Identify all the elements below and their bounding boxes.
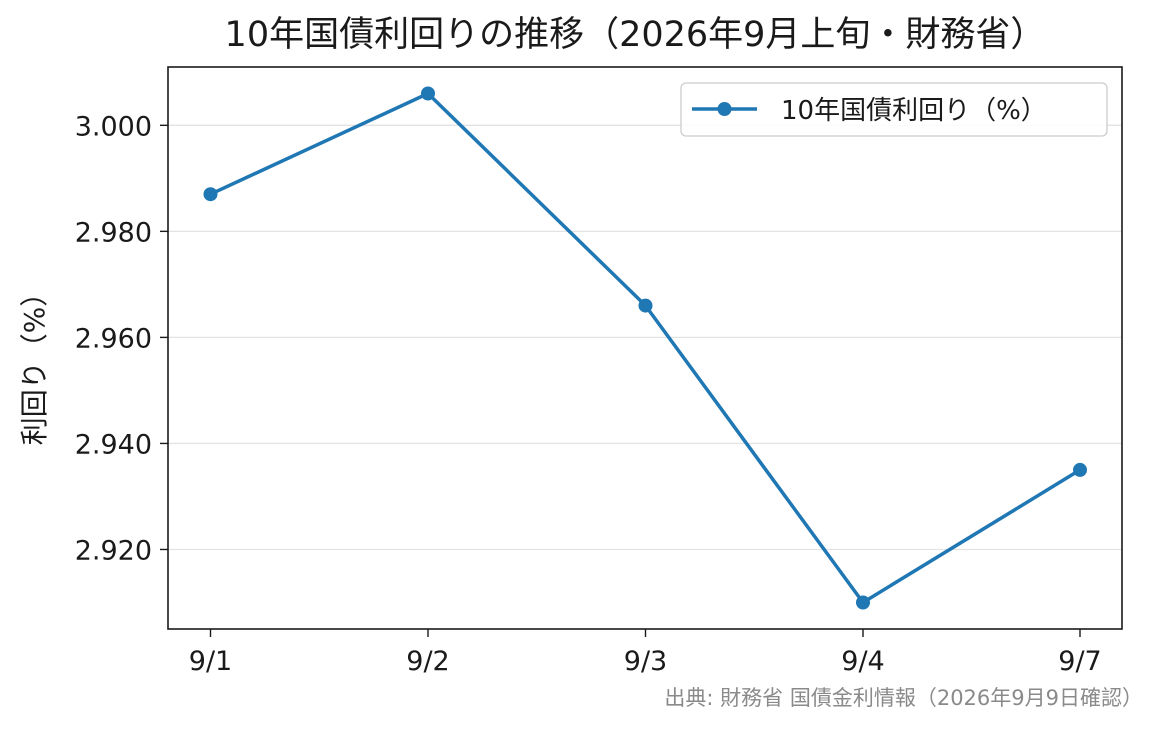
data-point (203, 187, 218, 202)
legend-box (680, 82, 1108, 137)
y-tick-label: 2.980 (75, 217, 152, 248)
grid-layer (168, 124, 1122, 551)
y-axis-label: 利回り（%） (18, 279, 51, 446)
data-point (856, 595, 870, 610)
y-tick-label: 2.920 (75, 535, 152, 566)
x-tick-label: 9/4 (841, 646, 884, 677)
y-tick-label: 3.000 (75, 111, 152, 142)
legend-point-marker (717, 102, 732, 116)
series-line (209, 91, 1081, 605)
x-tick-label: 9/3 (624, 646, 667, 677)
source-note: 出典: 財務省 国債金利情報（2026年9月9日確認） (664, 686, 1143, 710)
legend: 10年国債利回り（%） (680, 82, 1108, 137)
x-tick-label: 9/2 (406, 646, 449, 677)
y-tick-label: 2.940 (75, 429, 152, 460)
y-tick-label: 2.960 (75, 323, 152, 354)
x-axis: 9/1 9/2 9/3 9/4 9/7 (189, 629, 1102, 677)
y-axis: 2.920 2.940 2.960 2.980 3.000 (75, 111, 168, 566)
x-tick-label: 9/7 (1058, 646, 1101, 677)
legend-label: 10年国債利回り（%） (781, 96, 1047, 126)
plot-frame (167, 66, 1123, 630)
data-point (638, 298, 653, 313)
data-point (421, 86, 435, 101)
data-point (1073, 462, 1087, 477)
series-layer (203, 86, 1087, 610)
x-tick-label: 9/1 (189, 646, 232, 677)
chart-title: 10年国債利回りの推移（2026年9月上旬・財務省） (225, 15, 1046, 55)
